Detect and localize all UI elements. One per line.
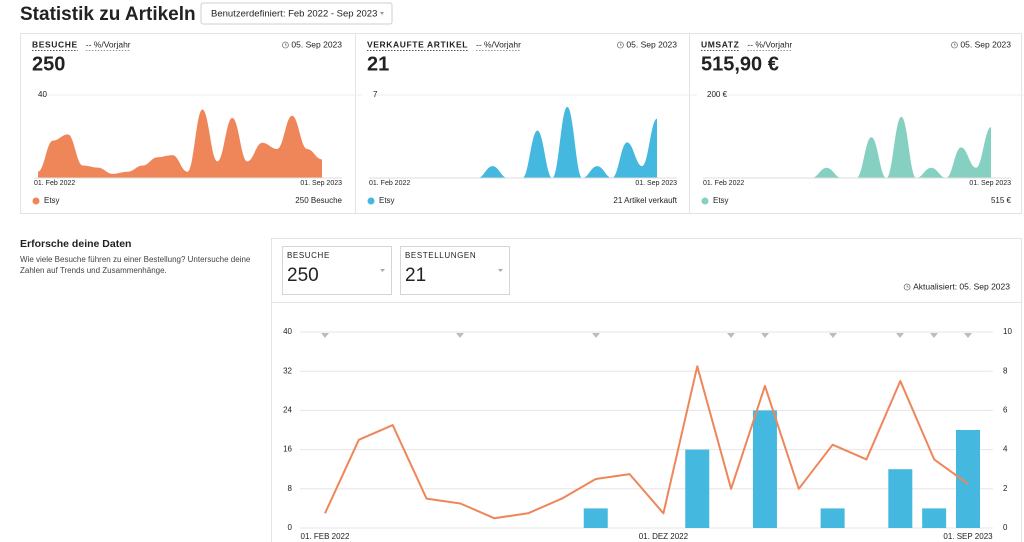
y2-tick-label: 10	[1003, 327, 1012, 336]
clock-icon	[282, 41, 289, 49]
explore-title: Erforsche deine Daten	[20, 238, 131, 250]
x-tick-label: 01. FEB 2022	[301, 532, 350, 541]
dropdown-caret	[380, 12, 384, 15]
x-end-label: 01. Sep 2023	[300, 180, 342, 187]
legend-dot	[32, 197, 40, 205]
bar	[752, 410, 777, 528]
bar	[922, 508, 947, 528]
page-title: Statistik zu Artikeln für	[20, 4, 227, 25]
clock-icon	[903, 283, 911, 291]
x-end-label: 01. Sep 2023	[969, 180, 1011, 187]
y2-tick-label: 8	[1003, 366, 1008, 375]
y-tick-label: 200 €	[707, 90, 728, 99]
legend-label: Etsy	[713, 196, 729, 205]
y2-tick-label: 6	[1003, 406, 1008, 415]
x-tick-label: 01. SEP 2023	[943, 532, 993, 541]
date-range[interactable]: Benutzerdefiniert: Feb 2022 - Sep 2023	[211, 9, 377, 20]
card-change: -- %/Vorjahr	[476, 39, 521, 49]
selector-caret	[498, 269, 503, 272]
x-tick-label: 01. DEZ 2022	[639, 532, 689, 541]
selector-value: 250	[287, 265, 319, 286]
card-date: 05. Sep 2023	[960, 39, 1011, 49]
card-total: 21	[367, 53, 389, 75]
bar	[685, 449, 710, 528]
y-tick-label: 40	[38, 90, 47, 99]
card-date: 05. Sep 2023	[291, 39, 342, 49]
card-label: VERKAUFTE ARTIKEL	[367, 39, 468, 49]
x-start-label: 01. Feb 2022	[34, 180, 75, 187]
y-tick-label: 8	[288, 484, 293, 493]
y-tick-label: 7	[373, 90, 378, 99]
area	[38, 109, 322, 178]
clock-hand	[906, 285, 909, 288]
legend-dot	[367, 197, 375, 205]
clock-icon	[617, 41, 624, 49]
clock-hand	[954, 43, 956, 46]
y-tick-label: 16	[283, 445, 292, 454]
area	[373, 106, 657, 178]
legend-label: Etsy	[379, 196, 395, 205]
bar	[888, 469, 913, 528]
metric-selector[interactable]	[400, 246, 510, 295]
card-summary: 21 Artikel verkauft	[613, 196, 677, 205]
y-tick-label: 0	[288, 523, 293, 532]
area	[707, 116, 991, 178]
y-tick-label: 40	[283, 327, 292, 336]
y-tick-label: 32	[283, 366, 292, 375]
card-total: 515,90 €	[701, 53, 779, 75]
selector-label: BESTELLUNGEN	[405, 251, 476, 260]
card-date: 05. Sep 2023	[626, 39, 677, 49]
x-end-label: 01. Sep 2023	[635, 180, 677, 187]
selector-value: 21	[405, 265, 426, 286]
explore-description: Zahlen auf Trends und Zusammenhänge.	[20, 266, 167, 275]
card-change: -- %/Vorjahr	[747, 39, 792, 49]
line	[324, 365, 969, 520]
bar	[583, 508, 608, 528]
clock-hand	[285, 43, 287, 46]
card-summary: 515 €	[991, 196, 1012, 205]
x-start-label: 01. Feb 2022	[369, 180, 410, 187]
event-markers	[321, 333, 972, 338]
selector-label: BESUCHE	[287, 251, 330, 260]
card-label: UMSATZ	[701, 39, 739, 49]
explore-description: Wie viele Besuche führen zu einer Bestel…	[20, 255, 251, 264]
card-total: 250	[32, 53, 65, 75]
card-change: -- %/Vorjahr	[86, 39, 131, 49]
selector-caret	[380, 269, 385, 272]
legend-label: Etsy	[44, 196, 60, 205]
card-summary: 250 Besuche	[295, 196, 342, 205]
bar	[820, 508, 845, 528]
metric-selector[interactable]	[282, 246, 392, 295]
clock-hand	[620, 43, 622, 46]
clock-icon	[951, 41, 958, 49]
y2-tick-label: 0	[1003, 523, 1008, 532]
legend-dot	[701, 197, 709, 205]
cards-frame	[20, 33, 1022, 214]
date-dropdown[interactable]	[200, 2, 393, 25]
y-tick-label: 24	[283, 406, 292, 415]
card-label: BESUCHE	[32, 39, 78, 49]
x-start-label: 01. Feb 2022	[703, 180, 744, 187]
updated-label: Aktualisiert: 05. Sep 2023	[913, 281, 1010, 291]
y2-tick-label: 4	[1003, 445, 1008, 454]
y2-tick-label: 2	[1003, 484, 1008, 493]
